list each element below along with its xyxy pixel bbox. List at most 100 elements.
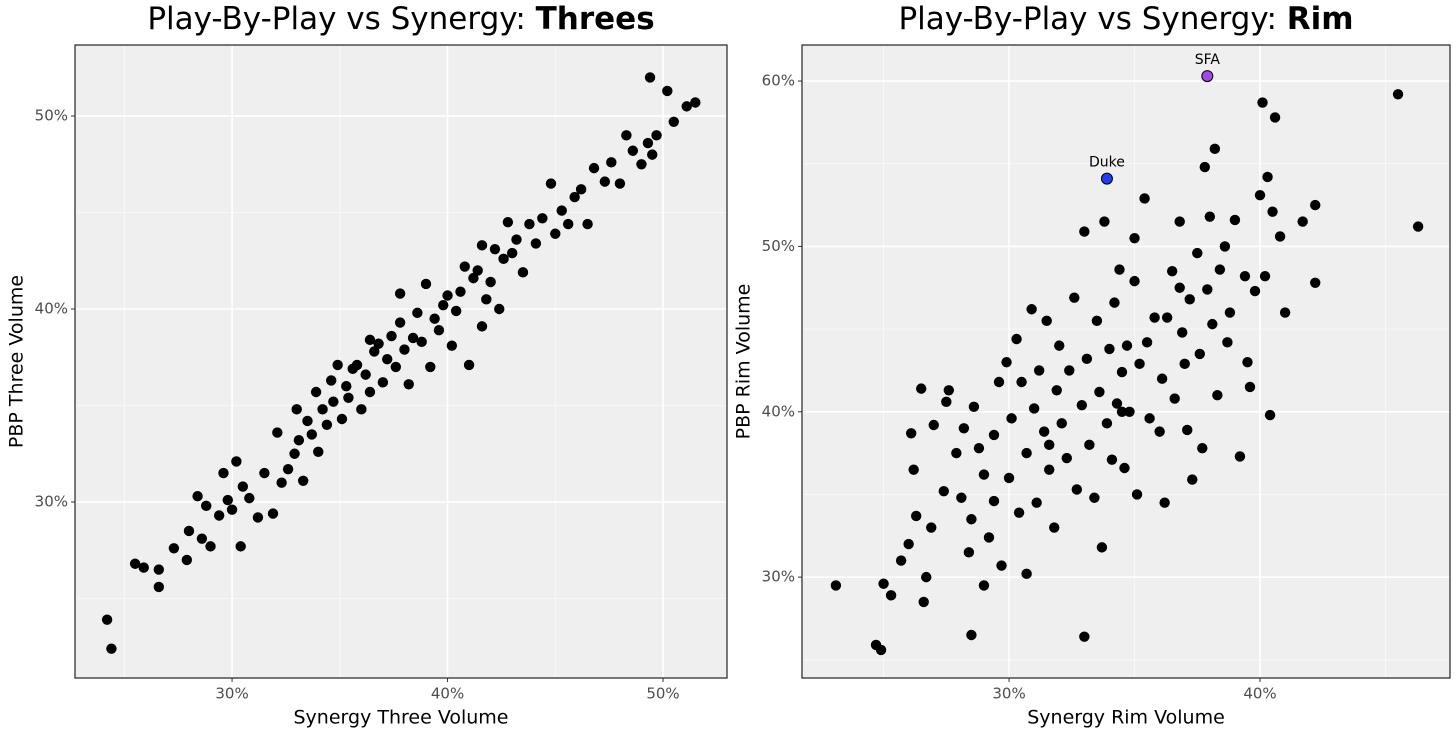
point [403, 379, 414, 390]
point [1259, 270, 1271, 282]
point [511, 234, 522, 245]
title-text: Play-By-Play vs Synergy: [147, 1, 535, 37]
point [317, 404, 328, 415]
y-tick-label: 30% [35, 492, 68, 510]
point [910, 510, 922, 522]
point [537, 213, 548, 224]
point [1187, 474, 1198, 485]
point [328, 396, 339, 407]
point [377, 377, 389, 388]
title-text: Play-By-Play vs Synergy: [898, 1, 1286, 37]
point [1028, 403, 1040, 414]
point [1079, 631, 1090, 642]
point [446, 340, 458, 351]
point [1269, 112, 1281, 123]
point [1166, 266, 1178, 277]
point [429, 313, 440, 324]
point [1412, 221, 1424, 232]
point [1033, 365, 1045, 376]
point [569, 191, 580, 203]
point [545, 178, 557, 189]
point [1297, 216, 1308, 227]
point [502, 216, 514, 228]
point [1026, 304, 1037, 315]
point [996, 560, 1007, 571]
highlight-label: Duke [1089, 155, 1125, 171]
point [1114, 264, 1125, 275]
point [668, 116, 679, 128]
point [1222, 337, 1233, 348]
point [1003, 472, 1015, 484]
point [1116, 406, 1128, 417]
point [1229, 214, 1241, 226]
point [1099, 216, 1110, 227]
point [928, 419, 939, 431]
point [1131, 489, 1143, 500]
point [1194, 348, 1205, 360]
point [681, 101, 692, 112]
point [416, 336, 427, 348]
point [276, 477, 287, 488]
y-tick-label: 50% [762, 237, 795, 255]
point [1156, 373, 1168, 384]
y-tick-label: 40% [762, 402, 795, 420]
point [336, 413, 348, 425]
point [1234, 451, 1246, 462]
point [1169, 393, 1180, 404]
point [1177, 327, 1188, 338]
point [575, 184, 587, 195]
point [644, 72, 656, 83]
point [1139, 193, 1150, 204]
y-tick-label: 60% [762, 72, 795, 90]
point [1212, 390, 1223, 401]
point [1174, 216, 1185, 227]
plot-background [802, 45, 1450, 678]
y-tick-label: 40% [35, 300, 68, 318]
point [1051, 385, 1062, 396]
x-tick-label: 40% [431, 685, 464, 703]
point [1279, 307, 1291, 318]
point [878, 578, 889, 589]
point [390, 361, 402, 373]
point [988, 495, 1000, 507]
point [1204, 211, 1216, 222]
point [399, 344, 410, 355]
point [332, 359, 343, 371]
point [1244, 381, 1256, 393]
point [958, 423, 970, 434]
point [563, 218, 574, 230]
point [636, 159, 647, 170]
point [1001, 356, 1012, 368]
point [153, 564, 165, 575]
point [129, 558, 141, 569]
point [321, 419, 333, 430]
point [951, 447, 962, 459]
point [1129, 275, 1140, 287]
point [1044, 439, 1055, 451]
title-emphasis: Rim [1287, 1, 1354, 37]
point [1182, 424, 1193, 436]
point [1199, 161, 1211, 173]
point [1076, 399, 1088, 411]
point [956, 492, 967, 503]
point [297, 475, 309, 486]
point [168, 543, 180, 554]
point [885, 590, 897, 601]
point [1056, 418, 1067, 429]
point [1179, 358, 1190, 370]
point [244, 492, 255, 504]
point [1174, 282, 1185, 293]
point [1079, 226, 1090, 237]
point [1134, 358, 1145, 370]
title-emphasis: Threes [536, 1, 655, 37]
point [1096, 542, 1108, 553]
point [1274, 231, 1286, 242]
point [1081, 353, 1093, 365]
point [627, 145, 639, 156]
point [524, 218, 535, 230]
point [382, 353, 393, 365]
point [1044, 464, 1055, 475]
point [963, 547, 975, 558]
x-axis-title: Synergy Three Volume [294, 707, 509, 729]
point [341, 381, 352, 392]
